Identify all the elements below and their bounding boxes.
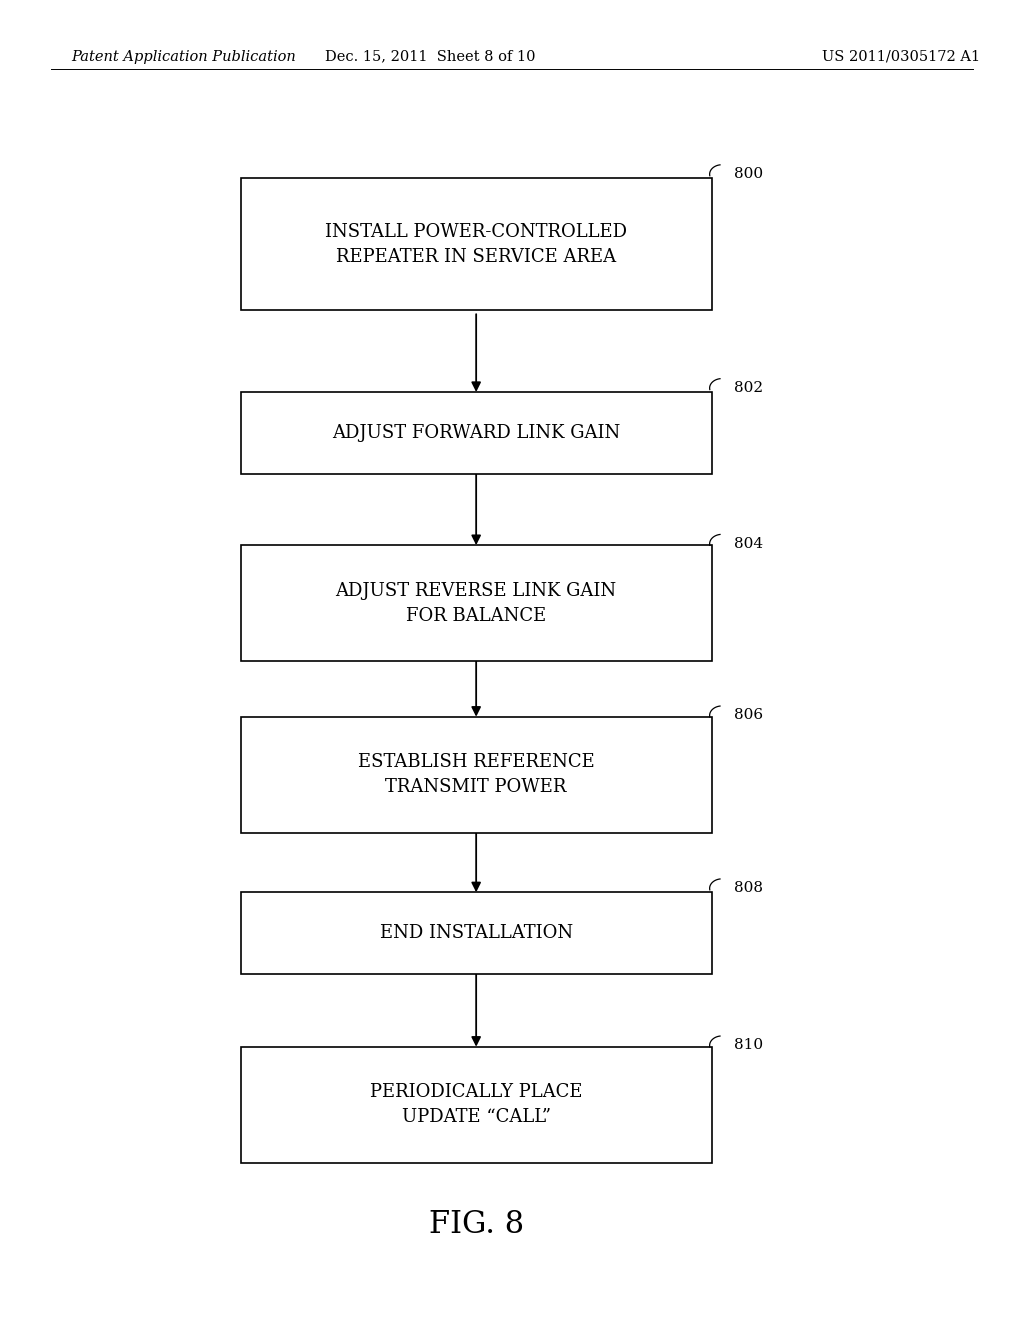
Text: 804: 804 — [734, 537, 763, 550]
Text: 802: 802 — [734, 381, 763, 395]
Bar — [241, 1047, 712, 1163]
Bar — [241, 392, 712, 474]
Text: 806: 806 — [734, 709, 763, 722]
Text: ADJUST REVERSE LINK GAIN
FOR BALANCE: ADJUST REVERSE LINK GAIN FOR BALANCE — [336, 582, 616, 624]
Text: 810: 810 — [734, 1039, 763, 1052]
Bar — [241, 545, 712, 661]
Text: Patent Application Publication: Patent Application Publication — [72, 50, 296, 63]
Text: END INSTALLATION: END INSTALLATION — [380, 924, 572, 942]
Text: 808: 808 — [734, 882, 763, 895]
Text: INSTALL POWER-CONTROLLED
REPEATER IN SERVICE AREA: INSTALL POWER-CONTROLLED REPEATER IN SER… — [326, 223, 627, 265]
Text: ADJUST FORWARD LINK GAIN: ADJUST FORWARD LINK GAIN — [332, 424, 621, 442]
Text: ESTABLISH REFERENCE
TRANSMIT POWER: ESTABLISH REFERENCE TRANSMIT POWER — [357, 754, 595, 796]
Text: PERIODICALLY PLACE
UPDATE “CALL”: PERIODICALLY PLACE UPDATE “CALL” — [370, 1084, 583, 1126]
Bar — [241, 892, 712, 974]
Text: FIG. 8: FIG. 8 — [429, 1209, 523, 1241]
Text: Dec. 15, 2011  Sheet 8 of 10: Dec. 15, 2011 Sheet 8 of 10 — [325, 50, 536, 63]
Bar — [241, 717, 712, 833]
Bar — [241, 178, 712, 310]
Text: 800: 800 — [734, 168, 763, 181]
Text: US 2011/0305172 A1: US 2011/0305172 A1 — [822, 50, 980, 63]
